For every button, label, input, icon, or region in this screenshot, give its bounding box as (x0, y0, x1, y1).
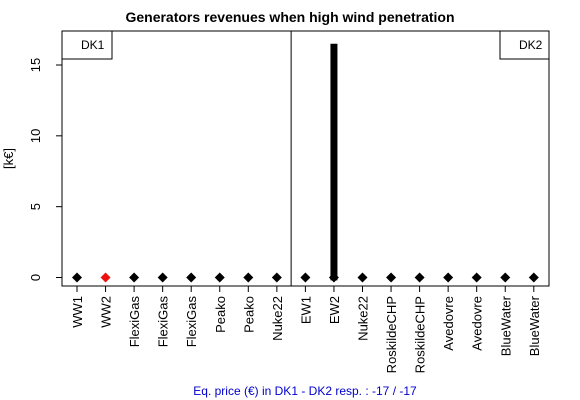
data-point (471, 272, 482, 283)
y-tick-label: 15 (28, 58, 43, 72)
data-point (129, 272, 140, 283)
x-tick-label: Peako (213, 296, 228, 333)
x-tick-label: RoskildeCHP (384, 296, 399, 373)
y-axis: 0 5 10 15 (28, 58, 62, 281)
legend-dk1: DK1 (61, 30, 113, 60)
data-point (328, 272, 339, 283)
y-tick-label: 5 (28, 203, 43, 210)
y-axis-label: [k€] (1, 148, 16, 169)
x-tick-label: Avedovre (441, 296, 456, 351)
x-tick-label: BlueWater (498, 295, 513, 356)
legend-dk2-label: DK2 (519, 38, 543, 52)
plot-frame (61, 30, 550, 287)
data-point (386, 272, 397, 283)
x-tick-label: FlexiGas (127, 296, 142, 348)
y-tick-label: 0 (28, 274, 43, 281)
data-point (357, 272, 368, 283)
x-tick-label: FlexiGas (156, 296, 171, 348)
y-tick-label: 10 (28, 129, 43, 143)
data-point (500, 272, 511, 283)
x-tick-label: Nuke22 (270, 296, 285, 341)
data-point (214, 272, 225, 283)
data-point (243, 272, 254, 283)
x-tick-label: RoskildeCHP (413, 296, 428, 373)
legend-dk2-box (499, 30, 550, 60)
data-marks (72, 43, 539, 283)
x-tick-label: Peako (241, 296, 256, 333)
error-bar (330, 43, 338, 281)
x-tick-label: FlexiGas (184, 296, 199, 348)
equilibrium-price-note: Eq. price (€) in DK1 - DK2 resp. : -17 /… (193, 384, 417, 398)
x-tick-label: WW2 (99, 296, 114, 328)
x-tick-label: WW1 (70, 296, 85, 328)
legend-dk2: DK2 (499, 30, 550, 60)
data-point (443, 272, 454, 283)
x-tick-label: EW2 (327, 296, 342, 324)
x-tick-label: EW1 (298, 296, 313, 324)
x-axis: WW1 WW2 FlexiGas FlexiGas FlexiGas Peako Peako… (70, 286, 542, 373)
x-tick-label: BlueWater (527, 295, 542, 356)
data-point (100, 272, 111, 283)
data-point (72, 272, 82, 283)
data-point (186, 272, 197, 283)
data-point (528, 272, 539, 283)
legend-dk1-box (61, 30, 113, 60)
chart-title: Generators revenues when high wind penet… (125, 9, 454, 25)
data-point (414, 272, 425, 283)
data-point (300, 272, 311, 283)
legend-dk1-label: DK1 (81, 38, 105, 52)
x-tick-label: Nuke22 (356, 296, 371, 341)
data-point (157, 272, 168, 283)
x-tick-label: Avedovre (470, 296, 485, 351)
data-point (271, 272, 282, 283)
